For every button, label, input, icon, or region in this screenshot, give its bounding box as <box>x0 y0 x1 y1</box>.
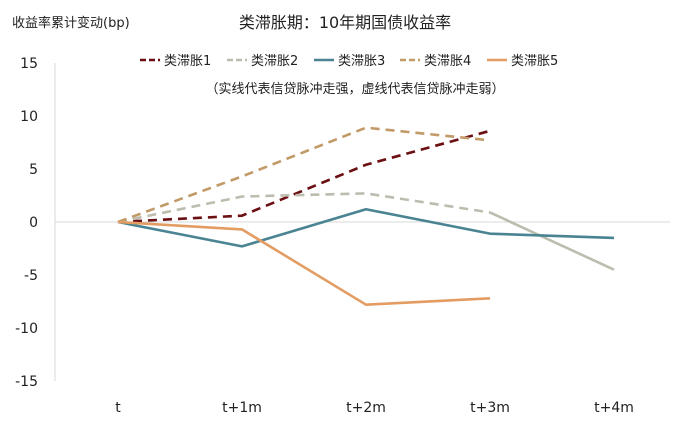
y-tick-label: 5 <box>29 162 38 178</box>
x-tick-label: t+3m <box>470 400 510 416</box>
series-line-4-dashed <box>117 126 491 224</box>
legend: 类滞胀1 类滞胀2 类滞胀3 类滞胀4 类滞胀5 <box>140 54 558 69</box>
x-tick-label: t <box>115 400 121 416</box>
series-line-1-dashed <box>117 129 491 224</box>
chart-title: 类滞胀期：10年期国债收益率 <box>239 13 451 32</box>
legend-label-3: 类滞胀3 <box>338 54 385 69</box>
legend-label-2: 类滞胀2 <box>251 54 298 69</box>
y-axis-label: 收益率累计变动(bp) <box>12 15 130 31</box>
y-tick-label: 15 <box>20 56 38 72</box>
legend-label-5: 类滞胀5 <box>511 54 558 69</box>
x-tick-label: t+4m <box>594 400 634 416</box>
y-tick-label: 0 <box>29 215 38 231</box>
legend-note: （实线代表信贷脉冲走强，虚线代表信贷脉冲走弱） <box>205 82 504 97</box>
tick-labels: 15 10 5 0 -5 -10 -15 t t+1m t+2m t+3m t+4m <box>15 56 634 416</box>
x-tick-label: t+1m <box>222 400 262 416</box>
x-tick-label: t+2m <box>346 400 386 416</box>
y-tick-label: -5 <box>24 268 38 284</box>
legend-label-4: 类滞胀4 <box>424 54 471 69</box>
plot-area <box>54 63 670 381</box>
series-line-2-solid <box>489 211 615 271</box>
series-line-3-solid <box>117 207 615 248</box>
series-line-5-solid <box>117 220 491 306</box>
series-line-2-dashed <box>117 192 491 224</box>
y-tick-label: 10 <box>20 109 38 125</box>
legend-label-1: 类滞胀1 <box>164 54 211 69</box>
y-tick-label: -10 <box>15 321 38 337</box>
series-group <box>117 126 615 306</box>
y-tick-label: -15 <box>15 374 38 390</box>
